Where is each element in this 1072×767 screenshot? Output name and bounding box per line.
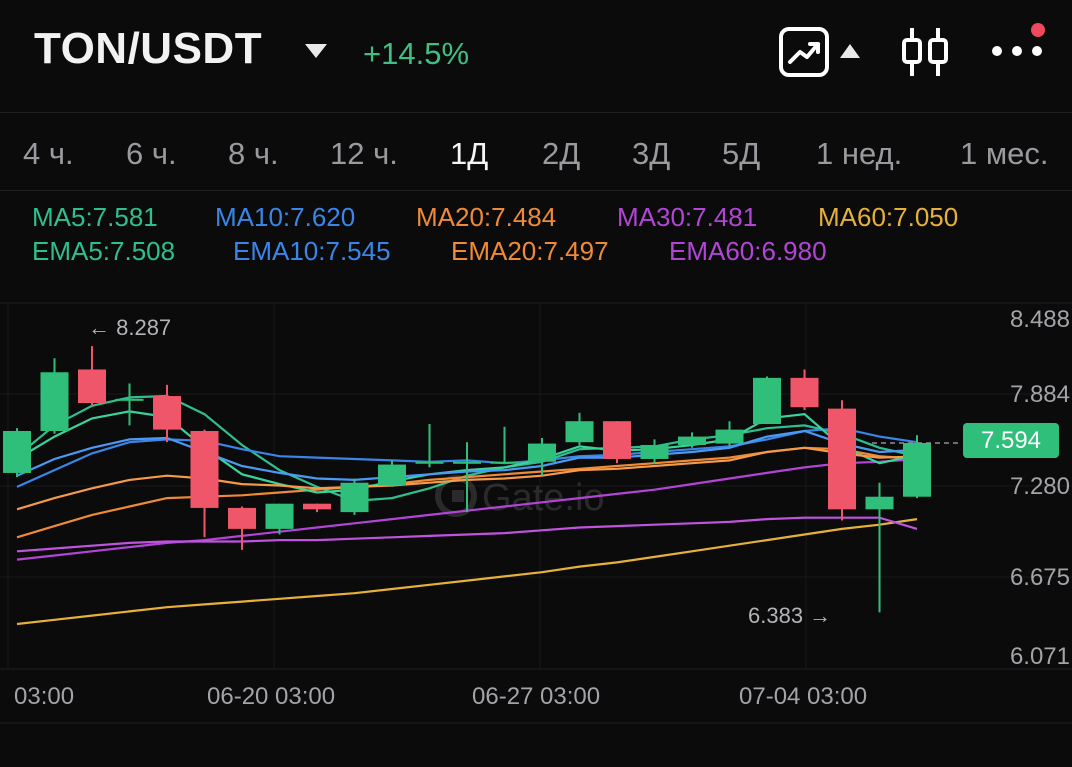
tab-1d[interactable]: 1Д	[450, 136, 489, 171]
legend-ema60: EMA60:6.980	[669, 236, 827, 266]
candle-body	[790, 377, 819, 408]
price-change: +14.5%	[363, 36, 470, 71]
candle	[528, 437, 556, 476]
candle	[903, 435, 931, 499]
candle	[340, 478, 369, 515]
candle	[565, 412, 594, 445]
tab-4h[interactable]: 4 ч.	[23, 136, 74, 171]
x-tick-label: 06-27 03:00	[472, 683, 601, 710]
pair-dropdown-icon[interactable]	[305, 44, 327, 58]
legend-ma5: MA5:7.581	[32, 202, 158, 232]
x-tick-label: 03:00	[14, 683, 75, 710]
indicator-legend: MA5:7.581 MA10:7.620 MA20:7.484 MA30:7.4…	[0, 198, 1072, 270]
legend-ma60: MA60:7.050	[818, 202, 959, 232]
candle-body	[303, 503, 331, 510]
candle-body	[490, 461, 519, 464]
y-tick-label: 7.884	[1009, 381, 1070, 408]
candle	[228, 506, 256, 550]
chart-type-icon[interactable]	[778, 26, 830, 78]
candle-body	[715, 429, 744, 444]
y-tick-label: 6.675	[1009, 564, 1070, 591]
candle-body	[40, 372, 69, 431]
tab-1w[interactable]: 1 нед.	[816, 136, 903, 171]
header-divider	[0, 112, 1072, 113]
tab-1m[interactable]: 1 мес.	[960, 136, 1049, 171]
candle-body	[678, 436, 706, 445]
candle-body	[340, 482, 369, 513]
candle-body	[415, 461, 444, 464]
candle	[678, 432, 706, 448]
legend-ema20: EMA20:7.497	[451, 236, 609, 266]
y-tick-label: 8.488	[1009, 306, 1070, 333]
candle-body	[78, 369, 106, 404]
candle	[865, 482, 894, 613]
candle-body	[153, 396, 181, 430]
tabs-divider	[0, 190, 1072, 191]
candle-body	[3, 430, 31, 473]
tab-8h[interactable]: 8 ч.	[228, 136, 279, 171]
candle	[753, 376, 781, 425]
y-tick-label: 7.280	[1009, 473, 1070, 500]
candle	[828, 400, 856, 521]
legend-ma30: MA30:7.481	[617, 202, 758, 232]
x-tick-label: 07-04 03:00	[739, 683, 868, 710]
high-price-label: ← 8.287	[88, 315, 172, 340]
candle-body	[115, 398, 144, 401]
timeframe-tabs: 4 ч. 6 ч. 8 ч. 12 ч. 1Д 2Д 3Д 5Д 1 нед. …	[0, 130, 1072, 180]
candle	[190, 429, 219, 538]
candle	[640, 439, 669, 464]
candle-body	[828, 408, 856, 510]
candle	[490, 426, 519, 464]
candle	[40, 358, 69, 434]
candle	[153, 384, 181, 443]
candle	[715, 421, 744, 447]
tab-5d[interactable]: 5Д	[722, 136, 761, 171]
candle	[115, 383, 144, 426]
notification-dot-icon	[1031, 23, 1045, 37]
candle-body	[228, 507, 256, 529]
candle-body	[753, 377, 781, 425]
candle-body	[640, 444, 669, 459]
legend-ema5: EMA5:7.508	[32, 236, 176, 266]
watermark-logo: Gate.io	[435, 475, 605, 519]
last-price-tag: 7.594	[963, 423, 1059, 458]
legend-ma10: MA10:7.620	[215, 202, 356, 232]
candles	[3, 346, 931, 613]
candle-body	[903, 443, 931, 497]
candle-body	[865, 496, 894, 510]
line-ma60	[16, 518, 918, 626]
candle-body	[265, 503, 294, 529]
legend-ma20: MA20:7.484	[416, 202, 557, 232]
candle-body	[190, 430, 219, 508]
candle	[265, 503, 294, 535]
pair-title[interactable]: TON/USDT	[34, 24, 263, 73]
tab-3d[interactable]: 3Д	[632, 136, 671, 171]
candle	[453, 442, 481, 513]
candle	[415, 424, 444, 468]
y-tick-label: 6.071	[1009, 643, 1070, 670]
low-price-label: 6.383 →	[748, 603, 832, 628]
more-options-icon[interactable]	[990, 20, 1050, 75]
candle	[3, 428, 31, 478]
x-tick-label: 06-20 03:00	[207, 683, 336, 710]
line-ema60	[16, 516, 918, 553]
tab-2d[interactable]: 2Д	[542, 136, 581, 171]
legend-ema10: EMA10:7.545	[233, 236, 391, 266]
candle	[378, 460, 406, 487]
candle-body	[565, 421, 594, 443]
candle-body	[378, 464, 406, 486]
candle-body	[453, 461, 481, 464]
header: TON/USDT +14.5%	[0, 0, 1072, 112]
candlestick-icon[interactable]	[898, 24, 952, 85]
tab-6h[interactable]: 6 ч.	[126, 136, 177, 171]
chart-type-caret-icon[interactable]	[840, 44, 860, 63]
candle	[78, 346, 106, 406]
candle	[303, 503, 331, 513]
candle-body	[528, 443, 556, 462]
tab-12h[interactable]: 12 ч.	[330, 136, 398, 171]
candle	[790, 369, 819, 411]
candle	[603, 421, 631, 464]
candle-body	[603, 421, 631, 459]
